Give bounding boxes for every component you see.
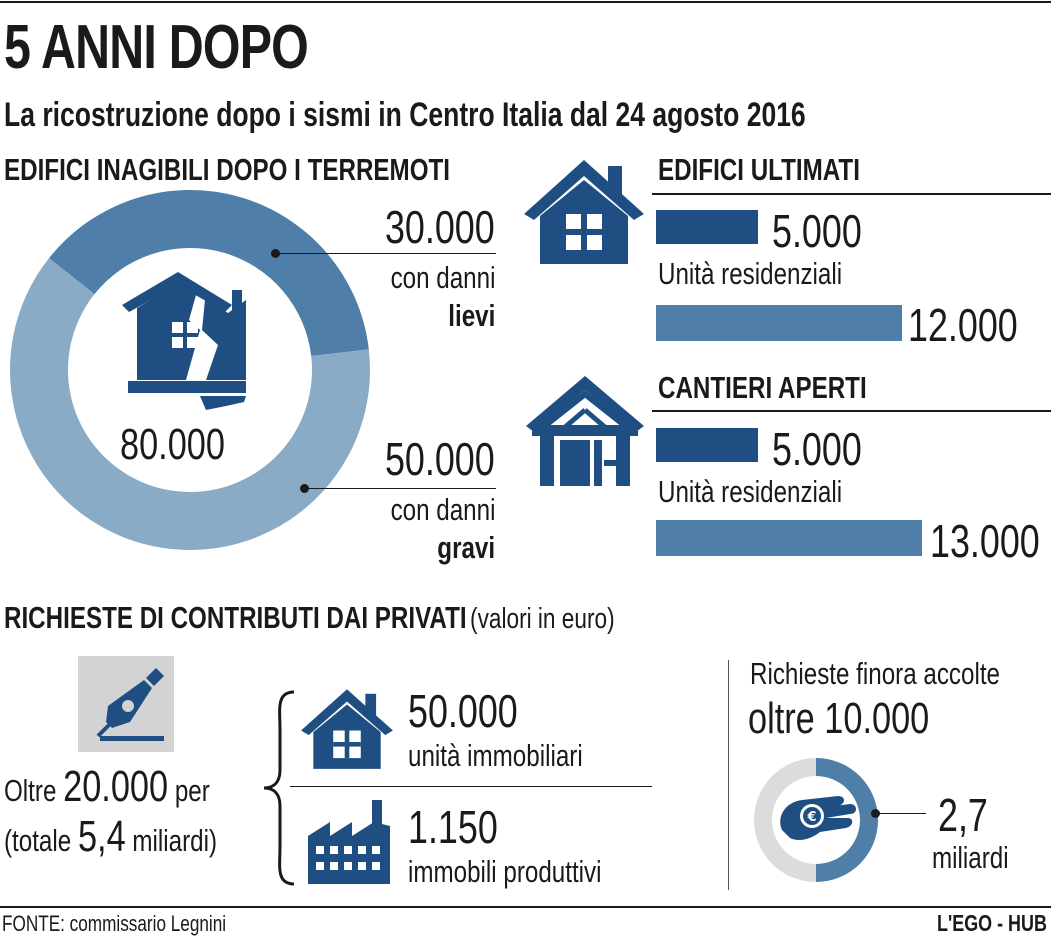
hand-coin-icon: € bbox=[780, 796, 856, 840]
footer-rule bbox=[0, 906, 1051, 908]
gravi-line2: gravi bbox=[437, 530, 495, 565]
accolte-label: Richieste finora accolte bbox=[750, 656, 1000, 691]
lievi-leader-dot bbox=[271, 249, 280, 258]
produttivi-label: immobili produttivi bbox=[408, 854, 602, 889]
miliardi-label: miliardi bbox=[932, 840, 1009, 875]
accolte-value: oltre 10.000 bbox=[748, 694, 930, 743]
ultimati-heading: EDIFICI ULTIMATI bbox=[658, 152, 860, 187]
oltre-value: 20.000 bbox=[63, 762, 169, 811]
oltre-prefix: Oltre bbox=[4, 773, 57, 808]
unita-label: unità immobiliari bbox=[408, 738, 583, 773]
contributi-divider bbox=[290, 786, 652, 787]
construction-house-icon bbox=[526, 376, 644, 486]
cantieri-label: Unità residenziali bbox=[658, 474, 843, 509]
house-icon bbox=[524, 160, 644, 264]
factory-icon bbox=[308, 800, 390, 884]
totale-line: (totale 5,4 miliardi) bbox=[4, 812, 217, 862]
pen-icon-box bbox=[78, 656, 174, 752]
vertical-separator bbox=[728, 660, 729, 890]
miliardi-leader-dot bbox=[871, 809, 880, 818]
svg-text:€: € bbox=[806, 810, 816, 825]
cantieri-bar1-value: 5.000 bbox=[772, 423, 862, 475]
inagibili-heading: EDIFICI INAGIBILI DOPO I TERREMOTI bbox=[4, 152, 451, 187]
lievi-leader-line bbox=[276, 253, 496, 254]
gravi-value: 50.000 bbox=[385, 433, 495, 485]
accolte-donut-chart: € bbox=[753, 758, 878, 882]
contributi-heading: RICHIESTE DI CONTRIBUTI DAI PRIVATI bbox=[4, 600, 467, 635]
donut-segment-lievi bbox=[49, 190, 369, 357]
ultimati-bar1-value: 5.000 bbox=[772, 205, 862, 257]
miliardi-leader-line bbox=[876, 813, 926, 814]
gravi-line1: con danni bbox=[390, 492, 495, 527]
donut-segment-gravi bbox=[10, 258, 371, 550]
totale-suffix: miliardi) bbox=[132, 823, 218, 858]
curly-brace bbox=[263, 690, 295, 886]
ultimati-bar-2 bbox=[656, 305, 902, 341]
contributi-heading-note: (valori in euro) bbox=[470, 603, 615, 635]
produttivi-value: 1.150 bbox=[408, 801, 498, 853]
source-note: FONTE: commissario Legnini bbox=[2, 911, 227, 936]
cantieri-bar-1 bbox=[656, 428, 759, 462]
ultimati-bar2-value: 12.000 bbox=[908, 299, 1018, 351]
cantieri-heading: CANTIERI APERTI bbox=[658, 370, 867, 405]
damaged-house-icon bbox=[122, 272, 246, 410]
totale-prefix: (totale bbox=[4, 823, 72, 858]
ultimati-label: Unità residenziali bbox=[658, 256, 843, 291]
oltre-line: Oltre 20.000 per bbox=[4, 762, 210, 812]
contributi-heading-row: RICHIESTE DI CONTRIBUTI DAI PRIVATI (val… bbox=[4, 600, 615, 636]
gravi-leader-line bbox=[305, 488, 496, 489]
top-rule bbox=[0, 1, 1051, 3]
lievi-line1: con danni bbox=[390, 260, 495, 295]
lievi-line2: lievi bbox=[447, 298, 495, 333]
inagibili-total: 80.000 bbox=[120, 420, 225, 469]
lievi-value: 30.000 bbox=[385, 201, 495, 253]
oltre-suffix: per bbox=[174, 773, 210, 808]
fountain-pen-icon bbox=[96, 668, 164, 741]
totale-value: 5,4 bbox=[77, 812, 126, 861]
page-title: 5 ANNI DOPO bbox=[4, 13, 309, 82]
cantieri-bar-2 bbox=[656, 520, 922, 556]
house-small-icon bbox=[301, 689, 393, 769]
ultimati-bar-1 bbox=[656, 210, 759, 244]
inagibili-donut-chart bbox=[10, 190, 371, 550]
donut-segment-accolte bbox=[816, 758, 878, 882]
page-subtitle: La ricostruzione dopo i sismi in Centro … bbox=[4, 96, 806, 134]
cantieri-bar2-value: 13.000 bbox=[930, 515, 1040, 567]
brand-logo: L'EGO - HUB bbox=[937, 910, 1047, 936]
cantieri-rule bbox=[652, 410, 1051, 412]
gravi-leader-dot bbox=[300, 484, 309, 493]
ultimati-rule bbox=[652, 193, 1051, 195]
miliardi-value: 2,7 bbox=[938, 789, 988, 841]
unita-value: 50.000 bbox=[408, 685, 518, 737]
